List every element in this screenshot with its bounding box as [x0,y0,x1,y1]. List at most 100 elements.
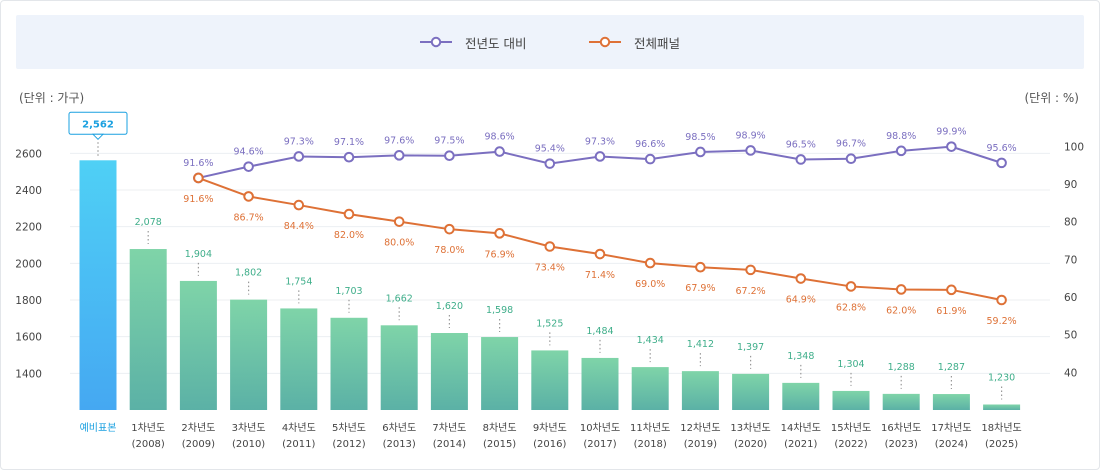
line-point [895,284,907,295]
bar-data-label: 2,562 [82,119,114,130]
bar-data-label: 1,230 [988,373,1015,384]
right-axis-tick-label: 50 [1064,330,1077,342]
line-point [393,150,405,161]
bar [882,393,920,410]
x-axis-category-year: (2009) [182,439,215,450]
x-axis-category-year: (2020) [734,439,767,450]
line-point [243,161,254,172]
bar-data-label: 1,304 [837,359,864,370]
x-axis-category-label: 13차년도 [730,422,770,434]
bar [732,373,770,410]
line-data-label: 86.7% [234,212,264,223]
bar-data-label: 1,412 [687,339,714,350]
x-axis-category-year: (2014) [433,439,466,450]
line-point [845,153,857,165]
bar-data-label: 1,288 [888,362,915,373]
x-axis-category-year: (2011) [282,439,315,450]
line-point [895,145,907,157]
bar-data-label: 1,434 [637,335,664,346]
legend-label-yoy: 전년도 대비 [465,35,527,51]
line-point [444,150,455,162]
line-data-label: 98.9% [736,130,766,141]
bar-callout-pointer [91,133,105,141]
x-axis-category-year: (2023) [885,439,918,450]
right-axis-tick-label: 70 [1064,254,1077,266]
legend-label-total-panel: 전체패널 [634,35,681,51]
line-data-label: 82.0% [334,230,364,241]
line-point [393,216,405,227]
x-axis-category-year: (2018) [634,439,667,450]
bar-data-label: 1,397 [737,342,764,353]
bar-data-label: 1,598 [486,305,513,316]
left-axis-tick-label: 2000 [15,258,42,270]
line-point [594,151,606,162]
x-axis-category-label: 9차년도 [533,422,567,434]
line-data-label: 95.6% [987,143,1017,154]
x-axis-category-year: (2015) [483,439,516,450]
line-point [243,191,254,202]
bar [230,299,268,410]
x-axis-category-year: (2019) [684,439,717,450]
x-axis-category-label: 11차년도 [630,422,670,434]
line-data-label: 98.5% [685,132,715,143]
line-data-label: 97.1% [334,137,364,148]
legend-line-yoy-marker [420,36,452,48]
line-point [293,199,305,211]
line-data-label: 96.5% [786,139,816,150]
line-data-label: 98.8% [886,131,916,142]
chart-legend: 전년도 대비 전체패널 [16,15,1084,69]
x-axis-category-label: 7차년도 [432,422,466,434]
legend-item-yoy[interactable]: 전년도 대비 [419,15,526,69]
line-point [343,208,355,220]
right-axis-tick-label: 40 [1064,367,1077,379]
left-axis-tick-label: 1800 [15,295,42,307]
line-data-label: 73.4% [535,263,565,274]
right-axis-tick-label: 100 [1064,141,1084,153]
bar [531,350,569,410]
line-data-label: 80.0% [384,238,414,249]
x-axis-category-label: 3차년도 [232,422,266,434]
bar-data-label: 2,078 [135,217,162,228]
line-point [996,294,1007,306]
x-axis-category-year: (2013) [383,439,416,450]
x-axis-category-label: 예비표본 [80,422,117,434]
x-axis-category-label: 16차년도 [881,422,921,434]
line-point [594,248,606,260]
bar [380,325,418,410]
x-axis-category-label: 4차년도 [282,422,316,434]
bar-data-label: 1,348 [787,351,814,362]
legend-item-total-panel[interactable]: 전체패널 [588,15,680,69]
bar-data-label: 1,525 [536,318,563,329]
bar-data-label: 1,620 [436,301,463,312]
bar [932,394,970,410]
x-axis-category-year: (2012) [332,439,365,450]
x-axis-category-year: (2008) [132,439,165,450]
x-axis-category-label: 15차년도 [831,422,871,434]
line-data-label: 97.6% [384,135,414,146]
line-point [444,223,455,235]
x-axis-category-label: 5차년도 [332,422,366,434]
bar [179,280,217,410]
line-point [193,172,204,184]
bar-data-label: 1,904 [185,249,212,260]
left-axis-tick-label: 2600 [15,148,42,160]
bar-data-label: 1,484 [586,326,613,337]
bar-data-label: 1,287 [938,362,965,373]
line-point [494,228,505,239]
x-axis-category-year: (2021) [784,439,817,450]
bar [129,249,167,410]
line-point [795,273,807,284]
line-point [644,153,656,165]
x-axis-category-label: 1차년도 [131,422,165,434]
bar [330,317,368,410]
line-data-label: 61.9% [936,306,966,317]
x-axis-category-label: 2차년도 [181,422,215,434]
line-point [946,284,957,296]
right-axis-tick-label: 90 [1064,179,1077,191]
x-axis-category-label: 14차년도 [781,422,821,434]
bar [782,382,820,410]
line-point [946,141,957,152]
line-point [695,261,706,273]
x-axis-category-label: 6차년도 [382,422,416,434]
right-axis-unit: (단위 : %) [1024,91,1079,105]
